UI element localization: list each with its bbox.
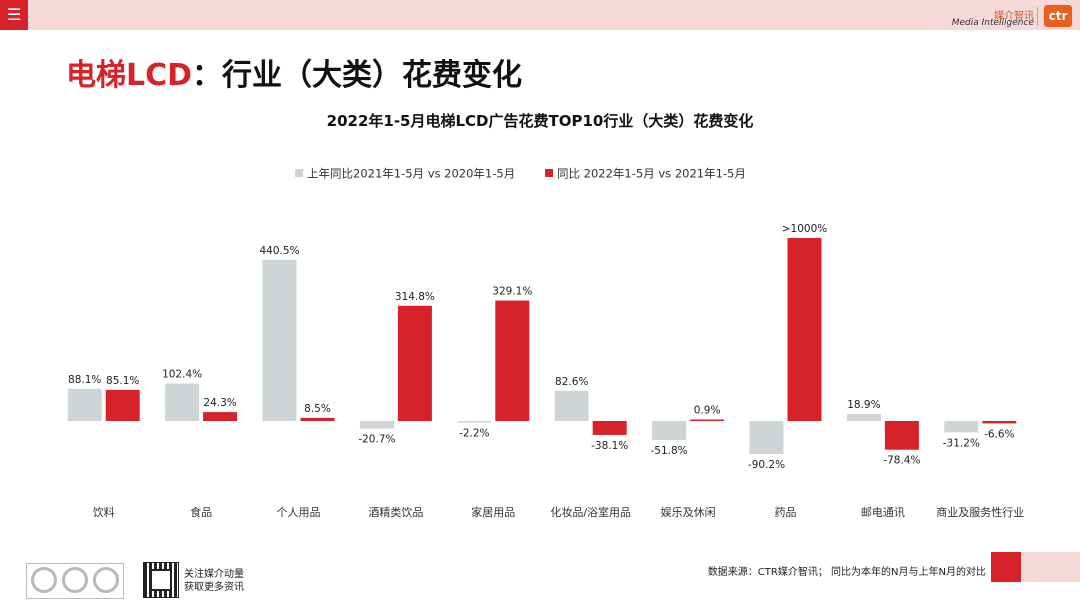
data-label: -90.2%	[748, 459, 785, 471]
data-label: -6.6%	[984, 428, 1014, 440]
data-label: 329.1%	[492, 286, 532, 298]
category-label: 个人用品	[277, 506, 321, 519]
bar	[846, 414, 881, 421]
page-title-rest: ：行业（大类）花费变化	[192, 58, 523, 93]
bar	[495, 300, 530, 421]
data-label: 24.3%	[203, 397, 236, 409]
legend-label: 上年同比2021年1-5月 vs 2020年1-5月	[307, 167, 515, 181]
data-label: 314.8%	[395, 291, 435, 303]
category-label: 家居用品	[471, 505, 515, 519]
bar	[457, 421, 492, 423]
data-label: -51.8%	[651, 445, 688, 457]
category-label: 食品	[190, 505, 212, 519]
data-label: 102.4%	[162, 369, 202, 381]
ctr-logo: ctr	[1044, 5, 1072, 27]
bar	[203, 412, 238, 421]
legend-label: 同比 2022年1-5月 vs 2021年1-5月	[557, 167, 746, 181]
qr-caption: 关注媒介动量 获取更多资讯	[184, 568, 244, 594]
bar	[690, 419, 725, 421]
bar	[554, 390, 589, 421]
data-label: -20.7%	[358, 434, 395, 446]
sgs-badge-icon	[62, 567, 88, 593]
legend-swatch	[295, 169, 303, 177]
bar	[787, 238, 822, 421]
data-label: -2.2%	[459, 428, 489, 440]
qr-caption-line1: 关注媒介动量	[184, 569, 244, 580]
chart-title: 2022年1-5月电梯LCD广告花费TOP10行业（大类）花费变化	[326, 112, 754, 130]
bar	[67, 388, 102, 421]
category-label: 邮电通讯	[861, 506, 905, 519]
qr-code-icon	[143, 562, 179, 598]
top-bar: ☰ 媒介智讯 Media Intelligence ctr	[0, 0, 1080, 30]
category-label: 药品	[775, 506, 797, 519]
logo-cn: 媒介智讯	[994, 11, 1034, 22]
bar	[884, 421, 919, 450]
qr-caption-line2: 获取更多资讯	[184, 582, 244, 593]
data-label: 8.5%	[304, 403, 331, 415]
data-label: -78.4%	[883, 455, 920, 467]
data-label: -38.1%	[591, 440, 628, 452]
data-label: 440.5%	[259, 245, 299, 257]
sgs-badge-icon	[31, 567, 57, 593]
category-label: 饮料	[93, 505, 115, 519]
bar	[300, 417, 335, 421]
data-label: 85.1%	[106, 375, 139, 387]
data-label: 18.9%	[847, 399, 880, 411]
bar	[652, 421, 687, 440]
logo-en: Media Intelligence	[951, 18, 1034, 28]
legend-swatch	[545, 169, 553, 177]
menu-icon[interactable]: ☰	[0, 0, 28, 30]
bar	[592, 421, 627, 435]
footer-accent-strip	[1021, 552, 1080, 582]
bar	[397, 305, 432, 421]
category-label: 商业及服务性行业	[936, 505, 1024, 519]
category-label: 化妆品/浴室用品	[550, 505, 631, 519]
bar	[944, 421, 979, 433]
page-title-highlight: 电梯LCD	[66, 58, 193, 93]
logo-divider	[1037, 7, 1038, 26]
bar	[359, 421, 394, 429]
page-title: 电梯LCD：行业（大类）花费变化	[66, 50, 522, 94]
data-label: >1000%	[782, 223, 828, 235]
data-label: 82.6%	[555, 376, 588, 388]
bar	[749, 421, 784, 455]
category-label: 娱乐及休闲	[661, 505, 716, 519]
data-label: 0.9%	[694, 405, 721, 417]
sgs-badge-icon	[93, 567, 119, 593]
bar	[105, 389, 140, 421]
data-source-note: 数据来源：CTR媒介智讯； 同比为本年的N月与上年N月的对比	[707, 567, 986, 578]
bar	[982, 421, 1017, 424]
data-label: 88.1%	[68, 374, 101, 386]
footer-accent-block	[991, 552, 1021, 582]
bar-chart: 上年同比2021年1-5月 vs 2020年1-5月 同比 2022年1-5月 v…	[67, 167, 1024, 519]
bar	[165, 383, 200, 421]
data-label: -31.2%	[943, 437, 980, 449]
category-label: 酒精类饮品	[368, 505, 423, 519]
certification-badges	[26, 563, 124, 599]
bar	[262, 259, 297, 421]
